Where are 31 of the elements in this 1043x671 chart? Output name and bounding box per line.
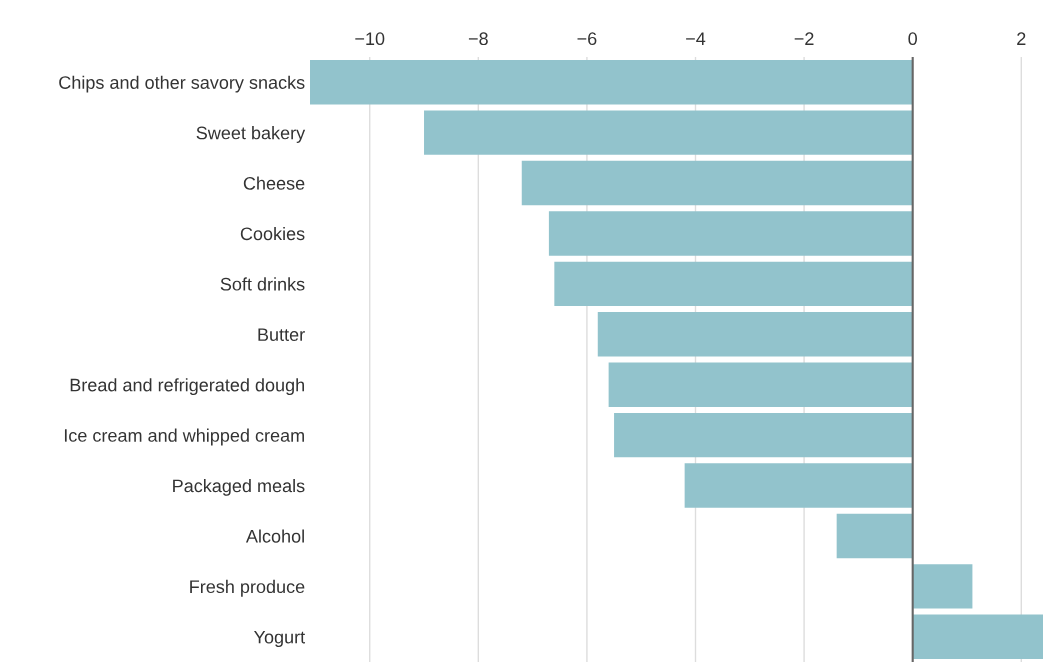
bar <box>684 463 913 508</box>
x-tick-label: −6 <box>577 32 597 46</box>
y-tick-label: Cheese <box>243 176 305 190</box>
bar <box>912 564 973 609</box>
y-tick-label: Ice cream and whipped cream <box>64 428 304 446</box>
x-tick-label: −8 <box>468 32 488 46</box>
x-tick-label: −4 <box>686 32 706 45</box>
bar <box>912 614 1043 659</box>
y-tick-label: Yogurt <box>253 630 306 648</box>
y-tick-label: Packaged meals <box>173 479 305 496</box>
y-tick-label: Fresh produce <box>190 579 305 597</box>
y-tick-label: Soft drinks <box>220 277 305 291</box>
bar <box>614 412 913 458</box>
y-tick-label: Chips and other savory snacks <box>59 75 305 93</box>
x-tick-label: −10 <box>355 32 385 46</box>
x-tick-label: 2 <box>1017 32 1026 45</box>
bar <box>548 211 913 256</box>
bar <box>424 110 913 155</box>
x-tick-label: 0 <box>908 32 917 46</box>
bar <box>521 160 913 206</box>
x-tick-label: −2 <box>794 32 814 45</box>
bar <box>836 513 913 559</box>
y-tick-label: Butter <box>258 328 305 342</box>
bar <box>310 60 913 105</box>
y-tick-label: Cookies <box>240 226 305 241</box>
bar <box>597 312 913 357</box>
y-tick-label: Bread and refrigerated dough <box>70 378 304 395</box>
bar <box>554 261 913 307</box>
bar <box>608 362 913 407</box>
y-tick-label: Alcohol <box>245 529 304 543</box>
y-tick-label: Sweet bakery <box>196 126 306 143</box>
